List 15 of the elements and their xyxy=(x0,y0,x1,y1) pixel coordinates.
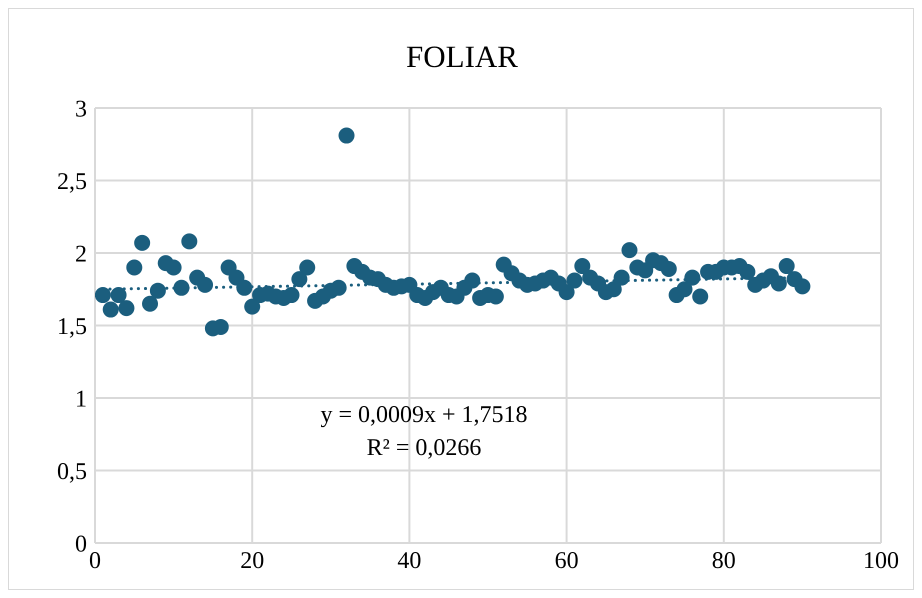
chart-title: FOLIAR xyxy=(405,39,519,75)
x-tick-label: 20 xyxy=(240,548,264,574)
x-tick-label: 40 xyxy=(397,548,422,574)
y-tick-label: 0,5 xyxy=(57,459,87,486)
y-tick-label: 2 xyxy=(75,242,87,268)
y-tick-label: 1 xyxy=(75,386,87,413)
x-tick-label: 100 xyxy=(863,548,899,574)
annotation: R² = 0,0266 xyxy=(366,434,482,463)
annotation: y = 0,0009x + 1,7518 xyxy=(319,401,529,430)
y-tick-label: 2,5 xyxy=(57,169,87,196)
y-tick-label: 0 xyxy=(75,532,87,558)
y-tick-label: 1,5 xyxy=(57,314,87,340)
x-tick-label: 80 xyxy=(712,548,736,574)
y-tick-label: 3 xyxy=(75,96,87,123)
x-tick-label: 60 xyxy=(554,548,579,574)
